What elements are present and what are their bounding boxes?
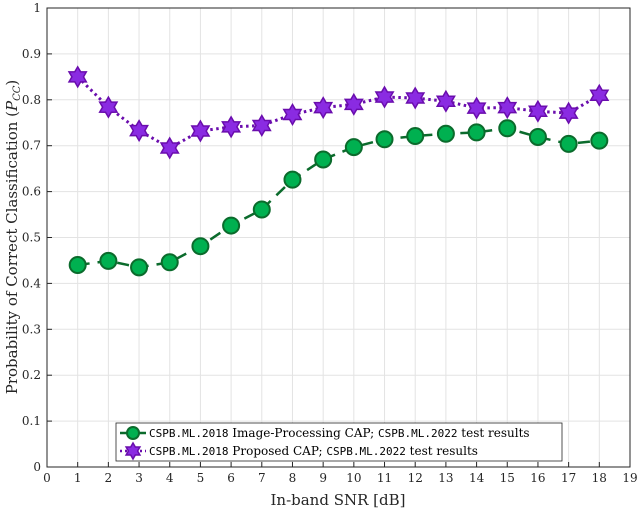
x-axis-label: In-band SNR [dB] <box>270 491 405 509</box>
data-point-circle <box>191 237 210 256</box>
legend-label: CSPB.ML.2018 Proposed CAP; CSPB.ML.2022 … <box>149 444 478 458</box>
data-point-circle <box>590 131 609 150</box>
x-tick-label: 16 <box>530 471 545 485</box>
data-point-hexagram <box>313 96 334 120</box>
data-point-hexagram <box>124 441 142 461</box>
legend: CSPB.ML.2018 Image-Processing CAP; CSPB.… <box>115 422 563 462</box>
data-point-hexagram <box>67 65 88 89</box>
axes-box <box>46 7 631 468</box>
y-tick-label: 0.4 <box>22 276 41 290</box>
legend-entry-proposed: CSPB.ML.2018 Proposed CAP; CSPB.ML.2022 … <box>120 441 478 461</box>
y-axis-label: Probability of Correct Classification (P… <box>3 80 23 395</box>
grid <box>46 7 631 468</box>
y-tick-label: 0.6 <box>22 185 41 199</box>
plot-series <box>67 65 610 277</box>
data-point-circle <box>126 426 140 440</box>
y-tick-label: 0.2 <box>22 368 41 382</box>
data-point-circle <box>436 124 455 143</box>
data-point-circle <box>498 119 517 138</box>
y-tick-label: 0.1 <box>22 414 41 428</box>
x-tick-label: 6 <box>227 471 235 485</box>
data-point-hexagram <box>466 96 487 120</box>
data-point-circle <box>375 130 394 149</box>
y-tick-label: 1 <box>33 1 41 15</box>
data-point-circle <box>99 251 118 270</box>
data-point-hexagram <box>343 92 364 116</box>
x-tick-label: 18 <box>592 471 607 485</box>
data-point-hexagram <box>528 99 548 123</box>
tick-labels: 0 1 2 3 4 5 6 7 8 9 10 11 12 13 14 15 16 17 18 1900.10.20.3… <box>22 1 638 485</box>
data-point-hexagram <box>190 119 211 143</box>
data-point-hexagram <box>129 119 149 143</box>
data-point-hexagram <box>374 85 395 109</box>
x-tick-label: 5 <box>197 471 205 485</box>
x-tick-label: 9 <box>319 471 327 485</box>
data-point-circle <box>406 127 425 146</box>
x-tick-label: 1 <box>74 471 82 485</box>
data-point-circle <box>559 134 578 153</box>
y-tick-label: 0.3 <box>22 322 41 336</box>
legend-entry-image-processing: CSPB.ML.2018 Image-Processing CAP; CSPB.… <box>120 426 530 440</box>
legend-label: CSPB.ML.2018 Image-Processing CAP; CSPB.… <box>149 426 530 440</box>
x-tick-label: 3 <box>135 471 143 485</box>
x-tick-label: 7 <box>258 471 266 485</box>
x-tick-label: 0 <box>43 471 51 485</box>
data-point-circle <box>467 123 486 142</box>
data-point-hexagram <box>435 89 456 113</box>
y-tick-label: 0.9 <box>22 47 41 61</box>
data-point-circle <box>222 216 241 235</box>
y-tick-label: 0.7 <box>22 139 41 153</box>
x-tick-label: 12 <box>408 471 423 485</box>
x-tick-label: 11 <box>377 471 392 485</box>
data-point-hexagram <box>405 86 426 110</box>
data-point-hexagram <box>282 103 303 126</box>
series-line <box>77 126 600 269</box>
y-tick-label: 0.8 <box>22 93 41 107</box>
x-tick-label: 13 <box>438 471 453 485</box>
x-tick-label: 15 <box>500 471 515 485</box>
x-tick-label: 4 <box>166 471 174 485</box>
y-tick-label: 0.5 <box>22 231 41 245</box>
data-point-circle <box>314 150 333 169</box>
data-point-hexagram <box>159 136 180 160</box>
data-point-hexagram <box>98 95 119 119</box>
data-point-circle <box>252 200 271 219</box>
data-point-circle <box>528 127 547 146</box>
series-line <box>76 75 601 150</box>
x-tick-label: 14 <box>469 471 485 485</box>
data-point-hexagram <box>497 96 518 120</box>
x-tick-label: 10 <box>346 471 361 485</box>
data-point-circle <box>344 138 363 157</box>
data-point-circle <box>283 170 302 189</box>
x-tick-label: 19 <box>622 471 637 485</box>
x-tick-label: 2 <box>105 471 113 485</box>
x-tick-label: 8 <box>289 471 297 485</box>
data-point-circle <box>68 256 87 275</box>
data-point-circle <box>130 258 149 277</box>
data-point-hexagram <box>221 115 242 139</box>
data-point-hexagram <box>251 114 272 137</box>
data-point-hexagram <box>589 83 610 107</box>
y-tick-label: 0 <box>33 460 41 474</box>
data-point-hexagram <box>558 101 579 125</box>
x-tick-label: 17 <box>561 471 576 485</box>
data-point-circle <box>160 253 179 272</box>
